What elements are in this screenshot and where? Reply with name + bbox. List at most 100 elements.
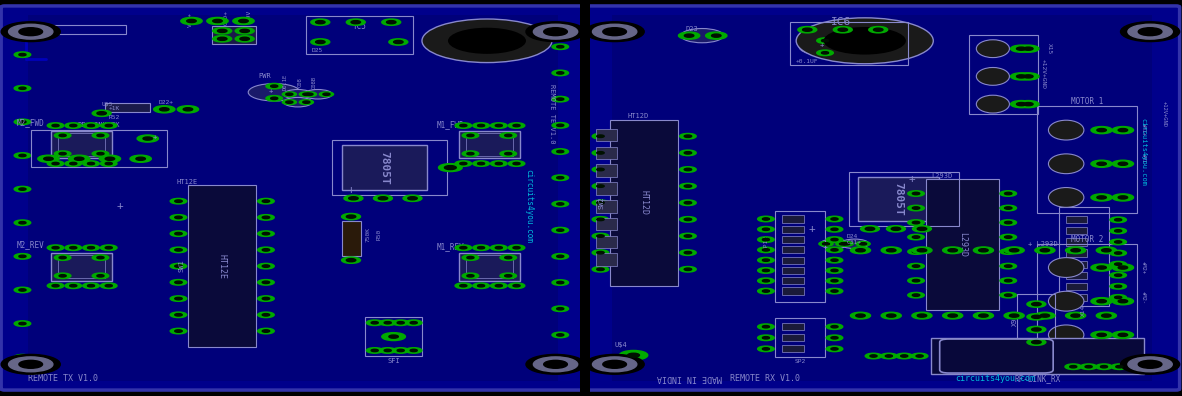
- Circle shape: [1000, 191, 1017, 196]
- Bar: [782, 257, 804, 264]
- Text: +0.1UF: +0.1UF: [795, 59, 818, 64]
- Circle shape: [758, 288, 774, 294]
- Circle shape: [387, 21, 396, 24]
- Circle shape: [513, 247, 520, 249]
- Circle shape: [508, 161, 525, 166]
- Circle shape: [901, 355, 908, 357]
- Circle shape: [235, 28, 254, 34]
- Text: MOTOR 2: MOTOR 2: [1071, 234, 1103, 244]
- Text: RF-LINK_TX: RF-LINK_TX: [78, 122, 119, 128]
- Circle shape: [70, 162, 77, 165]
- Circle shape: [177, 106, 199, 113]
- Circle shape: [100, 123, 117, 128]
- Circle shape: [803, 28, 812, 31]
- Circle shape: [856, 314, 865, 317]
- Circle shape: [1110, 284, 1126, 289]
- Circle shape: [552, 96, 569, 102]
- Circle shape: [836, 242, 850, 246]
- Circle shape: [1096, 312, 1116, 319]
- Circle shape: [508, 245, 525, 251]
- Circle shape: [505, 152, 512, 155]
- Circle shape: [14, 287, 31, 293]
- Circle shape: [1110, 261, 1126, 267]
- Circle shape: [824, 27, 905, 55]
- Circle shape: [1118, 129, 1128, 132]
- Circle shape: [160, 108, 169, 111]
- Circle shape: [762, 337, 769, 339]
- Bar: [1059, 207, 1109, 306]
- Circle shape: [384, 322, 391, 324]
- Circle shape: [448, 28, 526, 54]
- Circle shape: [684, 218, 691, 221]
- Circle shape: [213, 36, 232, 42]
- Circle shape: [1118, 162, 1128, 166]
- Circle shape: [1000, 205, 1017, 211]
- Circle shape: [170, 328, 187, 334]
- Text: C31+: C31+: [846, 240, 862, 245]
- Circle shape: [917, 314, 927, 317]
- Circle shape: [136, 157, 145, 160]
- Bar: [466, 255, 513, 278]
- Circle shape: [1096, 364, 1112, 369]
- Bar: [58, 133, 105, 156]
- Circle shape: [349, 197, 358, 200]
- Circle shape: [608, 32, 629, 39]
- Circle shape: [870, 355, 877, 357]
- Circle shape: [170, 312, 187, 318]
- Circle shape: [92, 110, 111, 116]
- Circle shape: [248, 84, 300, 101]
- Bar: [459, 131, 520, 158]
- Circle shape: [762, 259, 769, 261]
- Circle shape: [911, 353, 928, 359]
- Circle shape: [1024, 47, 1033, 50]
- Circle shape: [908, 263, 924, 269]
- Circle shape: [1005, 250, 1012, 253]
- Circle shape: [491, 161, 507, 166]
- Bar: [188, 185, 256, 347]
- Circle shape: [817, 38, 833, 44]
- Circle shape: [552, 306, 569, 312]
- Circle shape: [1097, 266, 1106, 269]
- Text: +: +: [908, 174, 915, 184]
- Bar: [782, 277, 804, 284]
- Circle shape: [821, 51, 829, 54]
- Circle shape: [21, 27, 31, 30]
- Circle shape: [70, 124, 77, 127]
- Circle shape: [346, 215, 356, 218]
- Circle shape: [1005, 280, 1012, 282]
- Text: M1_REV: M1_REV: [436, 242, 463, 251]
- Bar: [306, 16, 413, 54]
- Text: L293D: L293D: [957, 232, 967, 257]
- Circle shape: [366, 348, 383, 353]
- Circle shape: [597, 251, 604, 254]
- Bar: [596, 218, 617, 230]
- Circle shape: [552, 201, 569, 207]
- Bar: [38, 25, 126, 34]
- Circle shape: [592, 267, 609, 272]
- Circle shape: [175, 200, 182, 202]
- Circle shape: [1121, 354, 1180, 374]
- Circle shape: [613, 34, 623, 37]
- Circle shape: [500, 255, 517, 261]
- Circle shape: [820, 239, 849, 249]
- Circle shape: [544, 28, 567, 36]
- Circle shape: [1110, 295, 1126, 300]
- Circle shape: [1000, 278, 1017, 284]
- Circle shape: [1032, 341, 1041, 344]
- Circle shape: [1032, 328, 1041, 331]
- Circle shape: [175, 232, 182, 235]
- Circle shape: [1, 22, 60, 42]
- Bar: [782, 215, 804, 223]
- Circle shape: [557, 72, 564, 74]
- Text: +1K: +1K: [615, 32, 628, 39]
- Circle shape: [258, 328, 274, 334]
- Circle shape: [19, 356, 26, 358]
- Circle shape: [1115, 285, 1122, 287]
- Circle shape: [59, 134, 66, 137]
- Circle shape: [99, 155, 121, 162]
- Circle shape: [258, 247, 274, 253]
- Circle shape: [1024, 75, 1033, 78]
- Circle shape: [913, 221, 920, 224]
- Circle shape: [821, 40, 829, 42]
- Circle shape: [552, 149, 569, 154]
